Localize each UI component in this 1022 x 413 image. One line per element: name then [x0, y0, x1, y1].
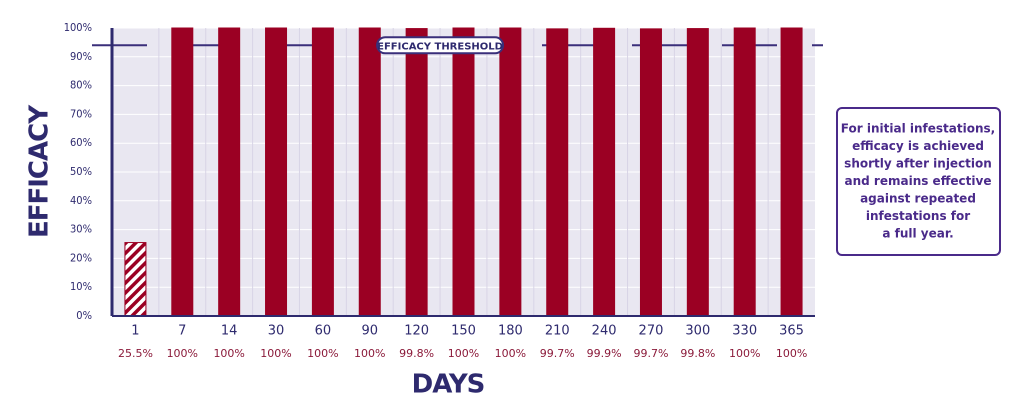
x-tick-label: 240: [592, 324, 617, 339]
x-tick-label: 120: [404, 324, 429, 339]
value-label: 99.8%: [399, 347, 434, 360]
y-tick-label: 100%: [64, 21, 92, 34]
y-tick-label: 50%: [70, 165, 92, 178]
threshold-label-box: [376, 36, 505, 55]
note-line: efficacy is achieved: [852, 139, 984, 153]
bar: [780, 27, 803, 317]
note-box: [836, 107, 1001, 256]
note-line: against repeated: [860, 192, 976, 206]
value-label: 100%: [260, 347, 291, 360]
value-label: 100%: [213, 347, 244, 360]
y-tick-label: 60%: [70, 136, 92, 149]
value-label: 99.8%: [680, 347, 715, 360]
x-tick-label: 150: [451, 324, 476, 339]
bar: [639, 28, 662, 317]
note-line: For initial infestations,: [841, 122, 995, 136]
bar: [311, 27, 334, 317]
value-label: 100%: [776, 347, 807, 360]
y-tick-label: 40%: [70, 194, 92, 207]
x-tick-label: 30: [268, 324, 285, 339]
value-label: 99.9%: [587, 347, 622, 360]
x-tick-label: 210: [545, 324, 570, 339]
note-line: shortly after injection: [844, 157, 992, 171]
value-label: 100%: [495, 347, 526, 360]
value-label: 100%: [307, 347, 338, 360]
y-axis-title: EFFICACY: [25, 104, 55, 238]
bar: [124, 242, 147, 317]
bar: [546, 28, 569, 317]
value-label: 100%: [448, 347, 479, 360]
x-tick-label: 270: [639, 324, 664, 339]
bar: [686, 28, 709, 317]
bar: [499, 27, 522, 317]
x-tick-label: 330: [732, 324, 757, 339]
note-line: and remains effective: [845, 174, 992, 188]
bar: [733, 27, 756, 317]
x-tick-label: 300: [685, 324, 710, 339]
bar: [593, 27, 616, 317]
y-tick-label: 30%: [70, 223, 92, 236]
bar: [265, 27, 288, 317]
bar: [405, 28, 428, 317]
x-tick-label: 60: [315, 324, 332, 339]
bar: [452, 27, 475, 317]
x-tick-label: 90: [361, 324, 378, 339]
value-label: 100%: [354, 347, 385, 360]
note-line: infestations for: [866, 209, 970, 223]
bar: [171, 27, 194, 317]
y-tick-label: 20%: [70, 251, 92, 264]
bar: [358, 27, 381, 317]
bar: [218, 27, 241, 317]
value-label: 100%: [729, 347, 760, 360]
x-tick-label: 7: [178, 324, 186, 339]
x-axis-title: DAYS: [412, 370, 485, 400]
x-tick-label: 14: [221, 324, 238, 339]
y-tick-label: 80%: [70, 79, 92, 92]
y-tick-label: 70%: [70, 107, 92, 120]
y-tick-label: 0%: [76, 309, 92, 322]
value-label: 25.5%: [118, 347, 153, 360]
threshold-label: EFFICACY THRESHOLD: [377, 41, 503, 52]
value-label: 99.7%: [633, 347, 668, 360]
y-tick-label: 90%: [70, 50, 92, 63]
x-tick-label: 1: [131, 324, 139, 339]
y-tick-label: 10%: [70, 280, 92, 293]
value-label: 99.7%: [540, 347, 575, 360]
x-tick-label: 180: [498, 324, 523, 339]
value-label: 100%: [167, 347, 198, 360]
note-line: a full year.: [882, 227, 953, 241]
x-tick-label: 365: [779, 324, 804, 339]
